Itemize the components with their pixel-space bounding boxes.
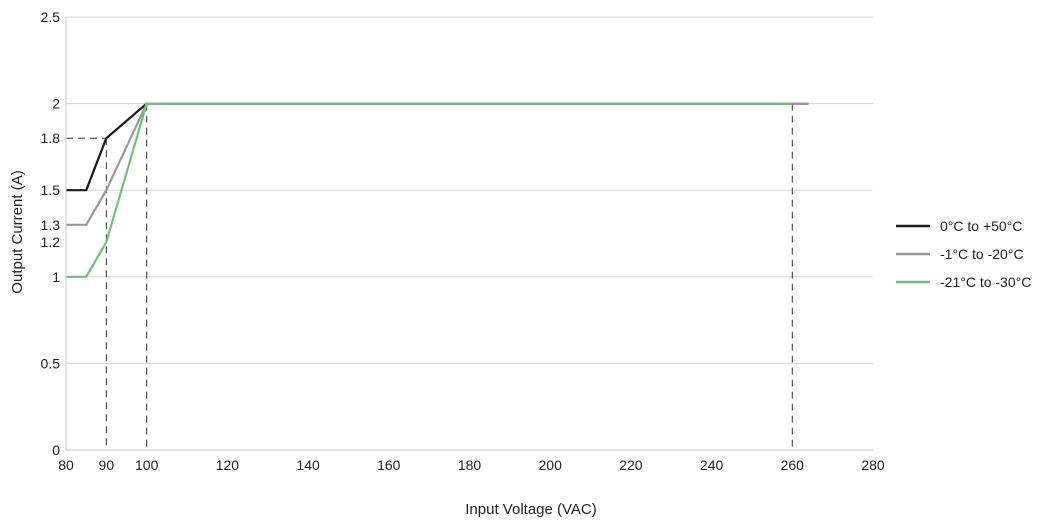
x-tick-label: 240 — [700, 457, 724, 473]
legend: 0°C to +50°C -1°C to -20°C -21°C to -30°C — [896, 218, 1031, 290]
gridlines — [66, 16, 873, 364]
series-line — [66, 102, 809, 192]
y-tick-label: 1.8 — [41, 130, 61, 146]
y-tick-label: 0.5 — [41, 355, 61, 371]
legend-label: 0°C to +50°C — [940, 218, 1022, 234]
y-tick-label: 0 — [52, 442, 60, 458]
series-lines — [66, 102, 809, 278]
x-tick-label: 180 — [458, 457, 482, 473]
y-tick-label: 1 — [52, 269, 60, 285]
x-tick-label: 160 — [377, 457, 401, 473]
axes — [65, 17, 873, 451]
y-tick-label: 1.5 — [41, 182, 61, 198]
x-tick-label: 220 — [619, 457, 643, 473]
x-tick-label: 90 — [99, 457, 115, 473]
y-tick-labels: 0 0.5 1 1.21.3 1.5 1.8 2 2.5 — [41, 9, 61, 458]
y-tick-label: 1.3 — [41, 217, 61, 233]
x-tick-label: 260 — [781, 457, 805, 473]
series-line — [66, 102, 793, 278]
x-tick-label: 100 — [135, 457, 159, 473]
x-tick-label: 200 — [539, 457, 563, 473]
x-tick-label: 140 — [296, 457, 320, 473]
series-line — [66, 102, 809, 226]
y-tick-label: 2 — [52, 96, 60, 112]
x-tick-label: 120 — [216, 457, 240, 473]
y-tick-label: 1.2 — [41, 234, 61, 250]
x-tick-label: 280 — [861, 457, 885, 473]
x-tick-label: 80 — [58, 457, 74, 473]
x-axis-title: Input Voltage (VAC) — [465, 501, 596, 518]
y-axis-title: Output Current (A) — [9, 170, 26, 293]
y-tick-label: 2.5 — [41, 9, 61, 25]
legend-label: -1°C to -20°C — [940, 246, 1024, 262]
x-tick-labels: 80 90 100 120 140 160 180 200 220 240 260 280 — [58, 457, 885, 473]
legend-label: -21°C to -30°C — [940, 274, 1031, 290]
